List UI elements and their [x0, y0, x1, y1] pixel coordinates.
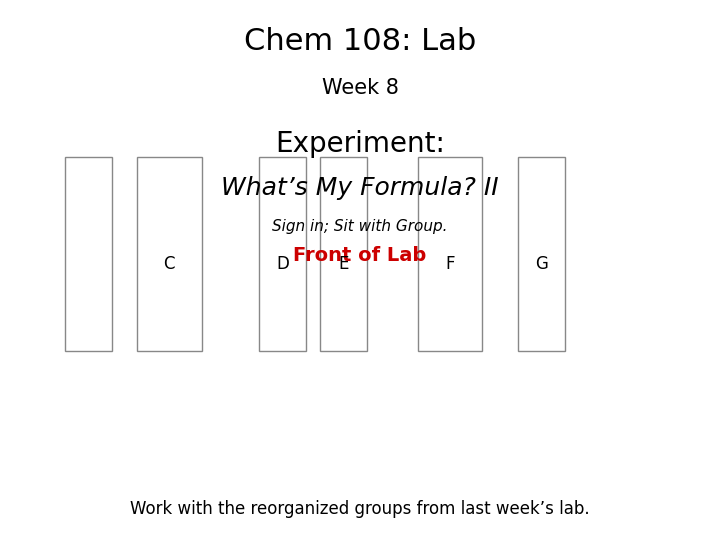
Text: F: F: [445, 254, 455, 273]
Text: Sign in; Sit with Group.: Sign in; Sit with Group.: [272, 219, 448, 234]
FancyBboxPatch shape: [65, 157, 112, 351]
Text: D: D: [276, 254, 289, 273]
Text: What’s My Formula? II: What’s My Formula? II: [221, 176, 499, 199]
FancyBboxPatch shape: [320, 157, 367, 351]
FancyBboxPatch shape: [418, 157, 482, 351]
Text: C: C: [163, 254, 175, 273]
Text: G: G: [536, 254, 548, 273]
Text: Front of Lab: Front of Lab: [293, 246, 427, 265]
Text: Experiment:: Experiment:: [275, 130, 445, 158]
Text: Work with the reorganized groups from last week’s lab.: Work with the reorganized groups from la…: [130, 500, 590, 517]
FancyBboxPatch shape: [518, 157, 565, 351]
FancyBboxPatch shape: [137, 157, 202, 351]
Text: Week 8: Week 8: [322, 78, 398, 98]
Text: E: E: [338, 254, 349, 273]
FancyBboxPatch shape: [259, 157, 306, 351]
Text: Chem 108: Lab: Chem 108: Lab: [244, 27, 476, 56]
